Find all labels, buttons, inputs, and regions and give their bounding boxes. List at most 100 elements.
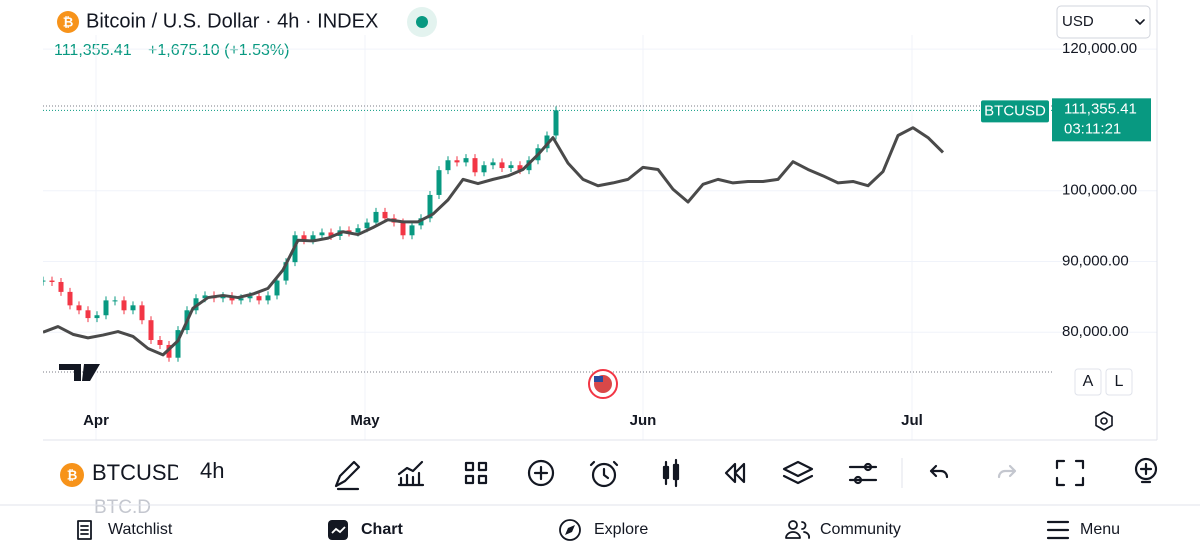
candle: [544, 135, 550, 149]
candle: [409, 225, 415, 236]
layouts-icon[interactable]: [464, 461, 488, 485]
replay-icon[interactable]: [724, 462, 746, 484]
chevron: [1135, 19, 1145, 25]
candle: [220, 296, 226, 299]
x-tick-label: Jul: [901, 412, 923, 429]
candle: [43, 280, 46, 282]
chart-type-icon[interactable]: [662, 458, 680, 488]
x-tick-label: Apr: [83, 412, 109, 429]
candle: [283, 262, 289, 281]
nav-item[interactable]: Community: [820, 521, 901, 538]
fullscreen-icon[interactable]: [1055, 459, 1085, 487]
x-tick-label: Jun: [630, 412, 657, 429]
candle: [364, 222, 370, 229]
btc-logo: [57, 11, 79, 33]
candle: [94, 315, 100, 319]
status-dot: [416, 16, 428, 28]
ideas-plus: [1139, 462, 1153, 484]
candle: [85, 310, 91, 319]
explore-icon[interactable]: [559, 519, 581, 541]
currency[interactable]: USD: [1062, 13, 1094, 30]
draw-icon[interactable]: [334, 460, 361, 491]
settings-dot: [1100, 417, 1108, 425]
y-tick-label: 100,000.00: [1062, 182, 1137, 199]
community-icon[interactable]: [788, 520, 798, 530]
watchlist-icon[interactable]: [77, 520, 92, 540]
candle: [328, 232, 334, 236]
candle: [436, 170, 442, 195]
candle: [310, 235, 316, 241]
nav-item[interactable]: Chart: [361, 521, 403, 538]
candle: [490, 162, 496, 166]
candle: [166, 344, 172, 358]
title: Bitcoin / U.S. Dollar · 4h · INDEX: [86, 10, 378, 32]
x-tick-label: May: [350, 412, 380, 429]
candle: [319, 232, 325, 236]
undo-icon[interactable]: [929, 464, 949, 479]
candle: [175, 330, 181, 358]
chart-icon-line: [331, 526, 346, 534]
add-icon[interactable]: [527, 459, 555, 487]
indicators-icon[interactable]: [397, 460, 425, 487]
candle: [445, 160, 451, 171]
candle: [499, 162, 505, 169]
y-tick-label: 90,000.00: [1062, 252, 1129, 269]
price-tag-value: 111,355.41: [1064, 100, 1137, 117]
candle: [130, 305, 136, 311]
candle: [454, 160, 460, 163]
candle: [400, 222, 406, 236]
objects-icon[interactable]: [782, 460, 814, 485]
candle: [229, 296, 235, 301]
candle: [355, 228, 361, 233]
nav-item[interactable]: Watchlist: [108, 521, 173, 538]
candle: [202, 295, 208, 299]
add-plus: [533, 465, 549, 481]
change: +1,675.10 (+1.53%): [148, 42, 289, 59]
candle: [238, 298, 244, 301]
redo-icon[interactable]: [997, 464, 1017, 479]
candle: [373, 211, 379, 223]
nav-item[interactable]: Explore: [594, 521, 648, 538]
nav-item[interactable]: Menu: [1080, 521, 1120, 538]
interval[interactable]: 4h: [200, 458, 224, 483]
candle: [265, 295, 271, 301]
candle: [274, 280, 280, 296]
candle: [427, 194, 433, 219]
y-tick-label: 120,000.00: [1062, 40, 1137, 57]
candle: [553, 110, 559, 136]
candle: [139, 305, 145, 321]
currency-select[interactable]: [1056, 5, 1151, 39]
ideas-icon[interactable]: [1134, 457, 1158, 481]
menu-icon[interactable]: [1046, 520, 1070, 540]
countdown: 03:11:21: [1064, 120, 1121, 137]
toolbar-icons: [334, 457, 1158, 491]
community-people: [785, 521, 810, 539]
candle: [247, 296, 253, 299]
candle: [382, 211, 388, 219]
candle: [103, 300, 109, 316]
knob: [863, 462, 873, 472]
alert-icon[interactable]: [591, 462, 617, 488]
settings-icon[interactable]: [848, 465, 878, 482]
ghost-symbol: BTC.D: [94, 497, 151, 518]
candle: [67, 291, 73, 306]
price-tag: [1052, 98, 1151, 142]
compare-line: [43, 126, 945, 357]
flag-canton: [594, 376, 603, 382]
knob: [853, 475, 863, 485]
symbol[interactable]: BTCUSD: [92, 460, 182, 485]
candle: [256, 296, 262, 301]
settings-icon[interactable]: [1095, 411, 1113, 431]
ghost-symbol: DJI: [94, 433, 123, 454]
candle: [481, 165, 487, 173]
candle: [76, 305, 82, 311]
candle: [157, 340, 163, 345]
alert-hands: [589, 460, 619, 480]
auto-button[interactable]: [1074, 368, 1102, 396]
log-label[interactable]: L: [1115, 373, 1124, 390]
price: 111,355.41: [54, 42, 132, 59]
log-button[interactable]: [1105, 368, 1133, 396]
series-name: BTCUSD: [984, 102, 1046, 119]
auto-label[interactable]: A: [1083, 373, 1094, 390]
candle: [508, 165, 514, 169]
